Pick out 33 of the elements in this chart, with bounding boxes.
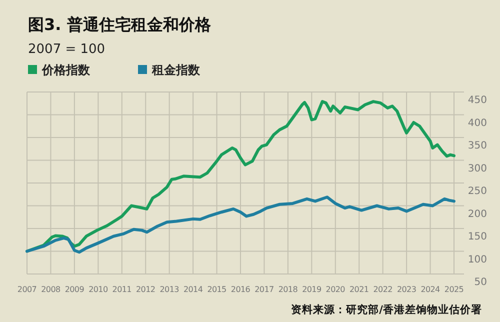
x-tick-label: 2009 (64, 285, 84, 294)
y-tick-label: 450 (468, 95, 487, 106)
x-tick-label: 2019 (302, 285, 322, 294)
x-tick-label: 2022 (373, 285, 393, 294)
x-tick-label: 2007 (17, 285, 37, 294)
x-tick-label: 2024 (420, 285, 440, 294)
y-tick-label: 200 (468, 208, 487, 220)
x-tick-label: 2018 (278, 285, 298, 294)
x-tick-label: 2025 (444, 285, 464, 294)
x-tick-label: 2016 (230, 285, 250, 294)
y-tick-label: 350 (468, 140, 487, 152)
x-tick-label: 2014 (183, 285, 203, 294)
y-tick-label: 100 (468, 254, 487, 266)
legend-label: 价格指数 (41, 63, 91, 77)
x-tick-label: 2008 (41, 285, 61, 294)
chart-title: 图3. 普通住宅租金和价格 (28, 15, 212, 34)
x-tick-label: 2020 (326, 285, 346, 294)
legend-label: 租金指数 (151, 63, 201, 77)
x-tick-label: 2017 (254, 285, 274, 294)
x-tick-label: 2023 (396, 285, 416, 294)
text: 资料来源：研究部/香港差饷物业估价署 (291, 303, 482, 316)
chart-subtitle: 2007 = 100 (28, 42, 106, 57)
x-tick-label: 2012 (136, 285, 156, 294)
x-tick-label: 2013 (160, 285, 180, 294)
x-tick-label: 2021 (350, 285, 369, 294)
y-tick-label: 250 (468, 186, 487, 197)
x-tick-label: 2015 (207, 285, 227, 294)
y-tick-label: 300 (468, 163, 487, 174)
x-tick-label: 2010 (88, 285, 108, 294)
y-tick-label: 400 (468, 118, 487, 129)
y-tick-label: 50 (474, 277, 487, 288)
y-tick-label: 150 (468, 232, 487, 242)
x-tick-label: 2011 (112, 285, 132, 294)
